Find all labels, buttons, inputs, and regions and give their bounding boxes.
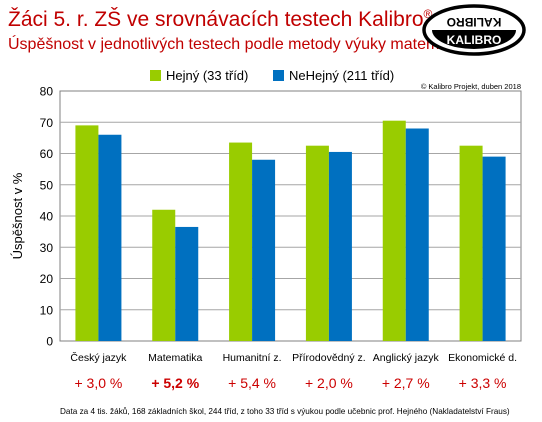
bar-hejny: [459, 145, 483, 341]
logo-text-top: KALIBRO: [447, 15, 502, 29]
bar-hejny: [305, 145, 329, 341]
x-tick-label: Český jazyk: [70, 351, 127, 364]
y-axis-label: Úspěšnost v %: [10, 172, 25, 259]
bar-hejny: [152, 209, 176, 341]
y-tick-label: 20: [40, 272, 54, 286]
difference-label: + 5,4 %: [228, 375, 276, 391]
difference-label: + 3,0 %: [74, 375, 122, 391]
gridlines: [60, 121, 521, 311]
y-tick-label: 60: [40, 147, 54, 161]
x-tick-label: Ekonomické d.: [448, 352, 517, 364]
x-tick-label: Humanitní z.: [223, 352, 282, 364]
bars: [75, 120, 506, 341]
footnote: Data za 4 tis. žáků, 168 základních škol…: [60, 406, 510, 416]
y-tick-label: 80: [40, 85, 54, 99]
bar-hejny: [382, 120, 406, 341]
chart-subtitle: Úspěšnost v jednotlivých testech podle m…: [8, 34, 472, 53]
difference-label: + 2,7 %: [382, 375, 430, 391]
bar-nehejny: [405, 128, 429, 341]
logo-band: [432, 30, 516, 49]
x-tick-label: Přírodovědný z.: [292, 352, 366, 364]
copyright-note: © Kalibro Projekt, duben 2018: [421, 82, 521, 91]
y-tick-label: 0: [46, 335, 53, 349]
difference-label: + 3,3 %: [459, 375, 507, 391]
bar-nehejny: [98, 134, 122, 341]
bar-nehejny: [252, 159, 276, 341]
difference-label: + 2,0 %: [305, 375, 353, 391]
legend-label-nehejny: NeHejný (211 tříd): [289, 68, 394, 83]
bar-nehejny: [175, 226, 199, 341]
legend-label-hejny: Hejný (33 tříd): [166, 68, 248, 83]
y-tick-label: 50: [40, 178, 54, 192]
bar-hejny: [75, 125, 99, 341]
bar-hejny: [229, 142, 253, 341]
bar-nehejny: [482, 156, 506, 341]
difference-labels: + 3,0 % + 5,2 % + 5,4 % + 2,0 % + 2,7 % + 3,3…: [74, 375, 506, 391]
chart-title: Žáci 5. r. ZŠ ve srovnávacích testech Ka…: [8, 7, 485, 31]
chart-title-main: Žáci 5. r. ZŠ ve srovnávacích testech Ka…: [8, 8, 424, 31]
bar-nehejny: [328, 151, 352, 341]
y-tick-label: 40: [40, 210, 54, 224]
x-tick-label: Anglický jazyk: [373, 352, 440, 364]
y-tick-label: 10: [40, 303, 54, 317]
registered-mark: ®: [424, 7, 433, 21]
legend-swatch-hejny: [150, 70, 161, 81]
difference-label: + 5,2 %: [151, 375, 199, 391]
x-axis-labels: Český jazyk Matematika Humanitní z. Přírodo…: [70, 351, 517, 364]
y-tick-label: 30: [40, 241, 54, 255]
y-axis-ticks: 0 10 20 30 40 50 60 70 80: [40, 85, 54, 349]
x-tick-label: Matematika: [148, 352, 202, 364]
legend: Hejný (33 tříd) NeHejný (211 tříd): [150, 68, 394, 83]
y-tick-label: 70: [40, 116, 54, 130]
legend-swatch-nehejny: [273, 70, 284, 81]
logo-text-bottom: KALIBRO: [447, 33, 502, 47]
kalibro-logo: KALIBRO KALIBRO: [422, 4, 526, 56]
